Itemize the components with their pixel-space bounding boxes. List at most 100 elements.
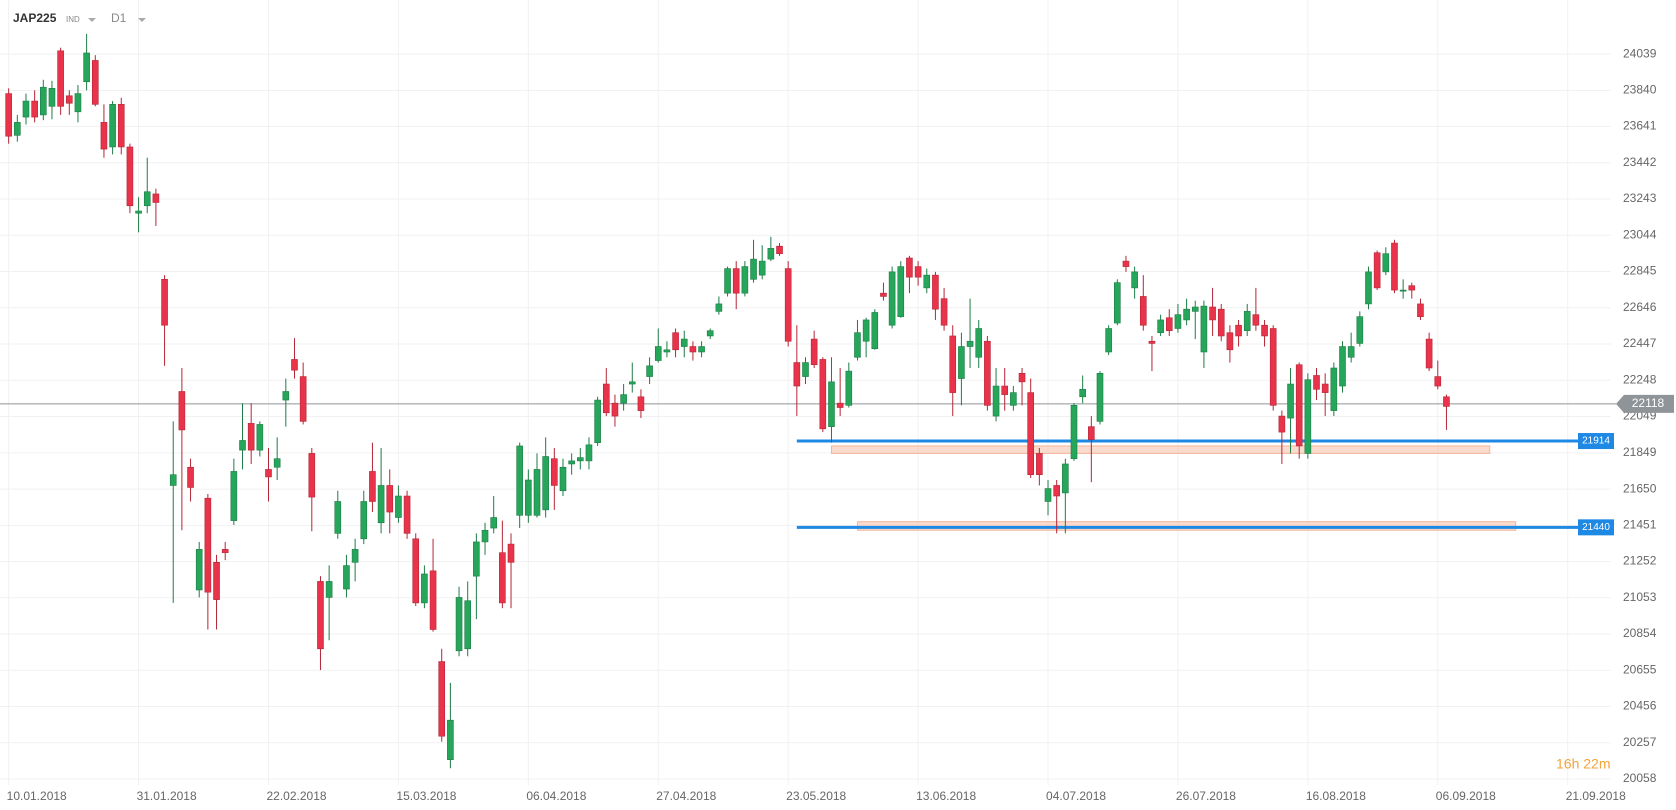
candle-body — [308, 453, 316, 498]
candle-body — [169, 474, 177, 486]
candle-body — [1278, 415, 1286, 433]
candle-body — [646, 365, 653, 377]
candle-body — [507, 543, 515, 563]
candle-body — [880, 292, 887, 297]
candle-body — [784, 268, 792, 342]
candle-body — [221, 549, 229, 553]
candle-body — [1088, 426, 1095, 440]
candle-body — [862, 319, 870, 342]
candle-body — [5, 93, 12, 137]
candle-body — [343, 565, 350, 590]
x-tick-label: 10.01.2018 — [7, 789, 67, 803]
candle-body — [923, 274, 931, 289]
candle-body — [256, 424, 264, 451]
x-tick-label: 22.02.2018 — [267, 789, 327, 803]
candle-body — [1373, 252, 1381, 289]
candles — [5, 33, 1450, 769]
candle-body — [429, 570, 437, 630]
candle-body — [334, 501, 342, 534]
level-tag — [1578, 519, 1614, 536]
y-tick-label: 20257 — [1623, 735, 1657, 749]
candle-body — [325, 581, 333, 598]
labels: 24039 23840 23641 23442 23243 23044 22845 22646… — [7, 46, 1674, 803]
candle-body — [100, 122, 108, 150]
candle-body — [551, 458, 558, 486]
candle-body — [1321, 383, 1329, 393]
candle-body — [490, 517, 497, 529]
candle-body — [31, 100, 38, 118]
candle-body — [724, 268, 731, 294]
support-zone — [830, 445, 1491, 454]
candle-body — [845, 370, 853, 406]
candle-body — [135, 210, 142, 214]
candle-body — [83, 52, 90, 83]
candle-body — [1053, 485, 1060, 497]
candle-body — [438, 661, 446, 737]
y-tick-label: 20058 — [1623, 771, 1657, 785]
candle-body — [637, 396, 645, 411]
candle-body — [914, 266, 922, 278]
candle-body — [65, 95, 73, 104]
candle-body — [828, 381, 835, 427]
candle-body — [369, 471, 376, 502]
candle-body — [1295, 364, 1303, 447]
candle-body — [533, 469, 541, 516]
instrument[interactable]: JAP225 — [13, 11, 57, 25]
y-tick-label: 22845 — [1623, 264, 1657, 278]
y-tick-label: 20854 — [1623, 626, 1657, 640]
candle-body — [758, 260, 766, 276]
candle-body — [48, 88, 56, 107]
candle-body — [1304, 379, 1312, 454]
candle-body — [966, 340, 974, 347]
candle-body — [1434, 376, 1442, 387]
candle-body — [265, 469, 272, 478]
y-tick-label: 23840 — [1623, 82, 1657, 96]
y-tick-label: 21053 — [1623, 590, 1657, 604]
level-label: 21914 — [1582, 436, 1610, 447]
current-price-label: 22118 — [1632, 396, 1665, 410]
y-tick-label: 21451 — [1623, 518, 1657, 532]
candle-body — [628, 381, 636, 385]
candle-body — [161, 279, 168, 326]
candle-body — [1243, 311, 1251, 331]
candle-body — [1105, 328, 1112, 353]
candle-body — [776, 245, 783, 254]
candle-body — [204, 497, 212, 593]
candle-body — [1261, 324, 1268, 337]
candle-body — [871, 312, 879, 350]
candle-body — [602, 383, 610, 414]
candle-body — [1209, 306, 1216, 321]
candle-body — [897, 266, 905, 317]
candle-body — [299, 376, 307, 422]
candle-body — [1044, 488, 1052, 502]
candle-body — [1062, 463, 1069, 494]
candle-body — [698, 346, 705, 353]
candle-body — [1330, 367, 1338, 411]
candle-body — [906, 257, 913, 278]
candle-body — [14, 122, 21, 136]
candle-body — [654, 346, 662, 361]
candle-body — [412, 538, 420, 604]
candle-body — [585, 444, 593, 462]
candle-body — [109, 104, 116, 148]
candle-body — [40, 86, 47, 116]
candle-body — [1365, 271, 1372, 305]
candle-body — [1347, 346, 1355, 358]
dropdown-caret[interactable] — [88, 18, 96, 22]
candle-body — [239, 440, 246, 451]
x-tick-label: 06.04.2018 — [526, 789, 586, 803]
candle-body — [117, 104, 125, 148]
x-tick-label: 27.04.2018 — [656, 789, 716, 803]
current-price-tag — [1616, 394, 1674, 413]
candle-body — [395, 495, 402, 518]
candle-body — [1408, 285, 1416, 291]
dropdown-caret[interactable] — [138, 18, 146, 22]
candle-body — [1252, 314, 1260, 326]
timeframe[interactable]: D1 — [111, 11, 127, 25]
candle-body — [1070, 405, 1078, 459]
y-tick-label: 22248 — [1623, 372, 1657, 386]
candle-body — [22, 100, 30, 118]
candle-body — [455, 597, 463, 652]
y-tick-label: 21650 — [1623, 481, 1657, 495]
